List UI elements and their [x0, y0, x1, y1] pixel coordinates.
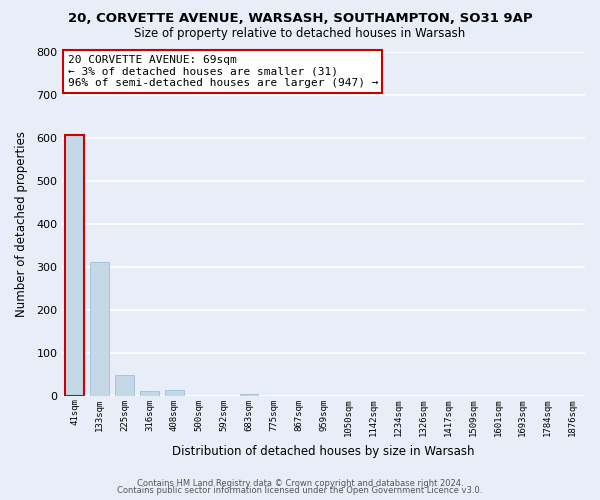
- X-axis label: Distribution of detached houses by size in Warsash: Distribution of detached houses by size …: [172, 444, 475, 458]
- Bar: [115, 375, 134, 396]
- Y-axis label: Number of detached properties: Number of detached properties: [15, 130, 28, 316]
- Bar: [165, 390, 184, 396]
- Bar: [140, 390, 159, 396]
- Text: Contains HM Land Registry data © Crown copyright and database right 2024.: Contains HM Land Registry data © Crown c…: [137, 478, 463, 488]
- Text: Size of property relative to detached houses in Warsash: Size of property relative to detached ho…: [134, 28, 466, 40]
- Text: 20 CORVETTE AVENUE: 69sqm
← 3% of detached houses are smaller (31)
96% of semi-d: 20 CORVETTE AVENUE: 69sqm ← 3% of detach…: [68, 55, 378, 88]
- Bar: [239, 394, 259, 396]
- Text: Contains public sector information licensed under the Open Government Licence v3: Contains public sector information licen…: [118, 486, 482, 495]
- Bar: [91, 262, 109, 396]
- Bar: [65, 134, 84, 396]
- Text: 20, CORVETTE AVENUE, WARSASH, SOUTHAMPTON, SO31 9AP: 20, CORVETTE AVENUE, WARSASH, SOUTHAMPTO…: [68, 12, 532, 26]
